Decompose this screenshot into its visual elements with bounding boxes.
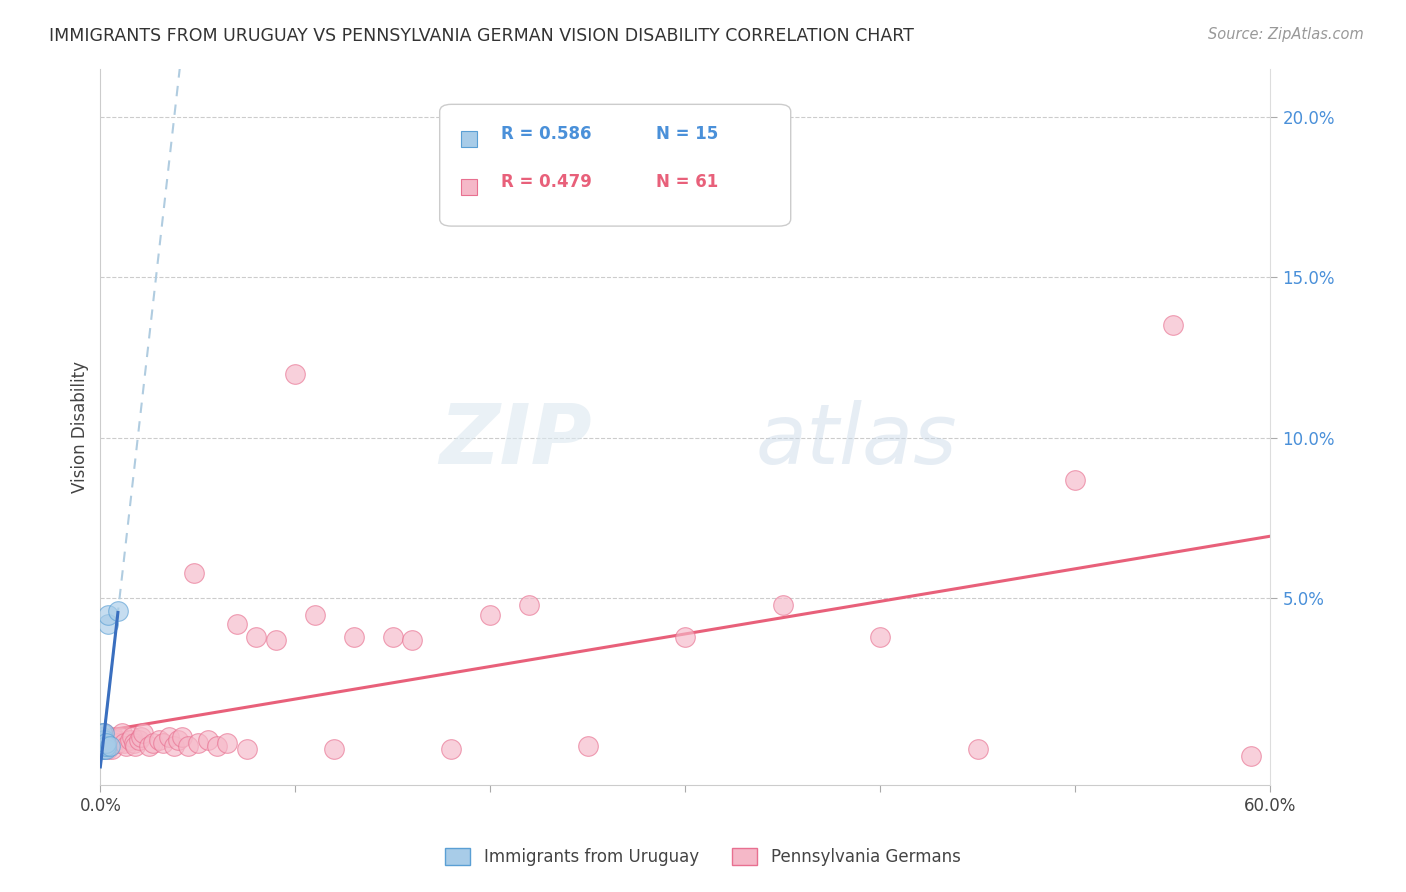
Point	[152, 736, 174, 750]
Point	[124, 739, 146, 754]
Point	[91, 730, 114, 744]
Text: atlas: atlas	[755, 401, 957, 482]
Text: Source: ZipAtlas.com: Source: ZipAtlas.com	[1208, 27, 1364, 42]
Point	[167, 732, 190, 747]
Point	[112, 736, 135, 750]
Point	[96, 742, 118, 756]
Point	[148, 732, 170, 747]
Point	[91, 726, 114, 740]
Point	[576, 739, 599, 754]
Point	[122, 736, 145, 750]
Point	[97, 739, 120, 754]
Point	[91, 736, 114, 750]
Point	[163, 739, 186, 754]
Point	[673, 630, 696, 644]
Point	[91, 742, 114, 756]
Y-axis label: Vision Disability: Vision Disability	[72, 360, 89, 492]
Point	[225, 617, 247, 632]
Point	[519, 598, 541, 612]
Point	[967, 742, 990, 756]
Point	[93, 726, 115, 740]
Point	[91, 730, 114, 744]
Point	[118, 732, 141, 747]
Point	[183, 566, 205, 580]
Point	[1240, 748, 1263, 763]
Point	[264, 633, 287, 648]
Point	[107, 736, 129, 750]
Point	[93, 739, 115, 754]
Point	[440, 742, 463, 756]
Point	[91, 736, 114, 750]
Point	[96, 736, 118, 750]
Point	[104, 732, 127, 747]
Text: IMMIGRANTS FROM URUGUAY VS PENNSYLVANIA GERMAN VISION DISABILITY CORRELATION CHA: IMMIGRANTS FROM URUGUAY VS PENNSYLVANIA …	[49, 27, 914, 45]
Point	[187, 736, 209, 750]
Point	[235, 742, 257, 756]
Point	[108, 730, 131, 744]
Point	[103, 730, 125, 744]
Point	[323, 742, 346, 756]
Point	[217, 736, 239, 750]
Point	[98, 732, 121, 747]
Point	[284, 367, 307, 381]
Point	[98, 739, 121, 754]
Point	[157, 730, 180, 744]
Legend: Immigrants from Uruguay, Pennsylvania Germans: Immigrants from Uruguay, Pennsylvania Ge…	[437, 840, 969, 875]
Point	[128, 732, 150, 747]
Text: ZIP: ZIP	[439, 401, 592, 482]
Text: R = 0.586: R = 0.586	[501, 126, 591, 144]
Point	[97, 742, 120, 756]
Point	[98, 739, 121, 754]
Point	[197, 732, 219, 747]
FancyBboxPatch shape	[440, 104, 790, 226]
Point	[96, 732, 118, 747]
Point	[207, 739, 229, 754]
Point	[93, 726, 115, 740]
Text: N = 61: N = 61	[657, 173, 718, 191]
Point	[401, 633, 423, 648]
Point	[97, 617, 120, 632]
Point	[111, 726, 134, 740]
Point	[107, 604, 129, 618]
Point	[114, 739, 136, 754]
Point	[91, 742, 114, 756]
Point	[132, 726, 155, 740]
Point	[142, 736, 165, 750]
Text: N = 15: N = 15	[657, 126, 718, 144]
Point	[1064, 473, 1087, 487]
Point	[96, 739, 118, 754]
Point	[93, 732, 115, 747]
Point	[381, 630, 404, 644]
Point	[121, 730, 143, 744]
Point	[138, 739, 160, 754]
Point	[343, 630, 366, 644]
Point	[93, 742, 115, 756]
Text: R = 0.479: R = 0.479	[501, 173, 592, 191]
Point	[479, 607, 502, 622]
Point	[96, 736, 118, 750]
Point	[245, 630, 267, 644]
Point	[172, 730, 194, 744]
Point	[131, 730, 153, 744]
Point	[772, 598, 794, 612]
Point	[304, 607, 326, 622]
Point	[101, 742, 124, 756]
Point	[93, 739, 115, 754]
Point	[97, 607, 120, 622]
Point	[1161, 318, 1184, 333]
Point	[177, 739, 200, 754]
Point	[869, 630, 891, 644]
